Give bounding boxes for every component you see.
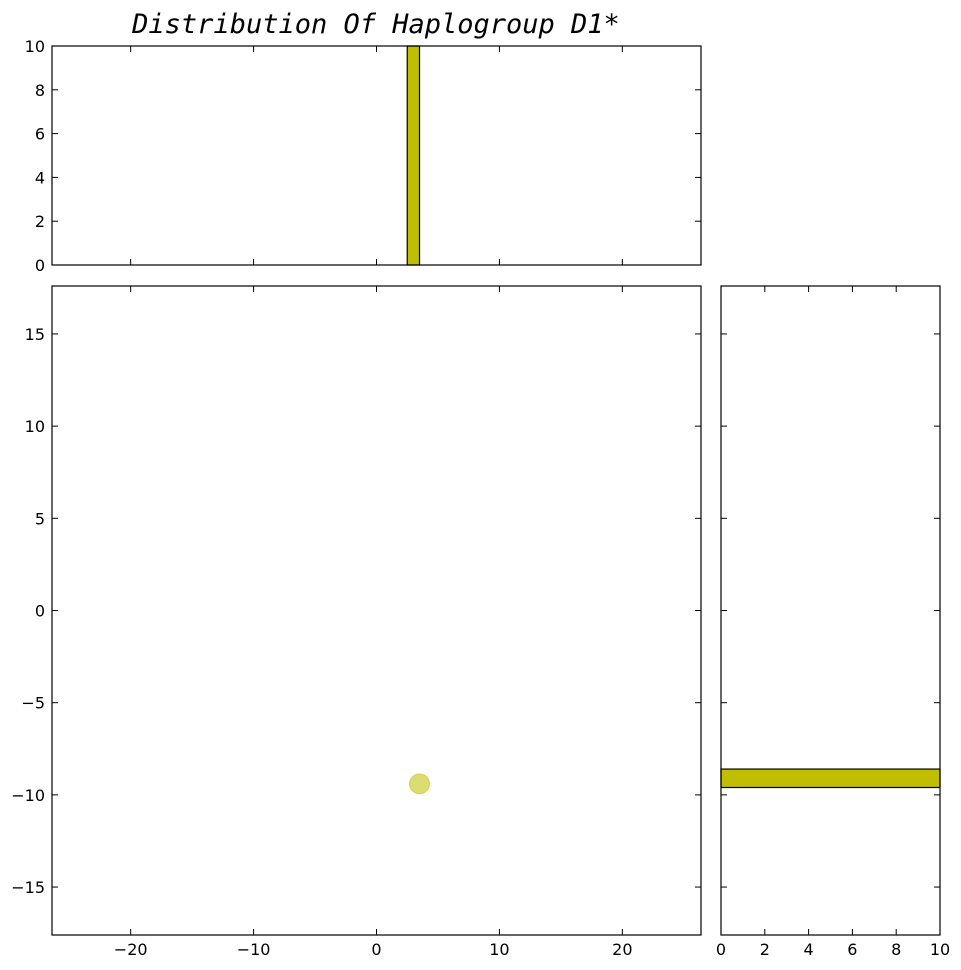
chart-title: Distribution Of Haplogroup D1*	[131, 9, 620, 40]
right-histogram-panel: 0 2 4 6 8 10	[716, 285, 950, 959]
x-tick-label: 8	[891, 940, 901, 959]
y-tick-label: 10	[25, 417, 45, 436]
x-tick-label: −20	[114, 940, 148, 959]
y-tick-label: 15	[25, 325, 45, 344]
y-tick-label: 0	[35, 256, 45, 275]
y-tick-label: −10	[11, 786, 45, 805]
x-tick-label: 4	[804, 940, 814, 959]
x-tick-label: 10	[489, 940, 509, 959]
y-tick-label: −5	[21, 694, 45, 713]
y-tick-label: 4	[35, 168, 45, 187]
scatter-point	[409, 773, 431, 795]
top-plot-frame	[51, 45, 702, 266]
y-tick-label: 8	[35, 81, 45, 100]
x-tick-label: −10	[237, 940, 271, 959]
x-tick-label: 0	[371, 940, 381, 959]
right-plot-frame	[720, 285, 941, 936]
y-tick-label: 5	[35, 509, 45, 528]
x-tick-label: 0	[716, 940, 726, 959]
x-tick-label: 2	[760, 940, 770, 959]
histogram-bar	[720, 768, 941, 789]
main-plot-frame	[51, 285, 702, 936]
main-scatter-panel: −20 −10 0 10 20 −15 −10 −5 0 5 10 15	[11, 285, 702, 959]
y-tick-label: −15	[11, 878, 45, 897]
top-histogram-panel: 0 2 4 6 8 10	[25, 37, 702, 275]
x-tick-label: 6	[847, 940, 857, 959]
y-tick-label: 2	[35, 212, 45, 231]
histogram-bar	[406, 45, 421, 266]
y-tick-label: 6	[35, 125, 45, 144]
y-tick-label: 0	[35, 602, 45, 621]
x-tick-label: 20	[612, 940, 632, 959]
x-tick-label: 10	[930, 940, 950, 959]
y-tick-label: 10	[25, 37, 45, 56]
